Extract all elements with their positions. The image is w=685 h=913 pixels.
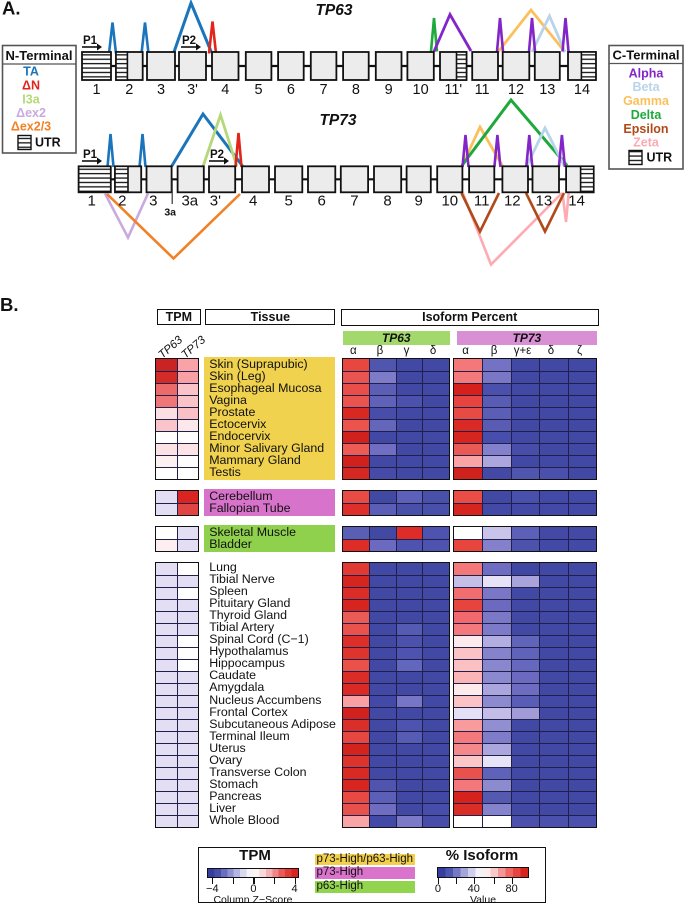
svg-text:1: 1 bbox=[88, 193, 96, 210]
svg-text:7: 7 bbox=[320, 82, 328, 98]
svg-text:8: 8 bbox=[383, 193, 391, 210]
svg-text:5: 5 bbox=[255, 82, 263, 98]
svg-text:7: 7 bbox=[350, 193, 358, 210]
svg-text:3': 3' bbox=[210, 193, 221, 210]
svg-text:10: 10 bbox=[413, 82, 429, 98]
svg-text:N-Terminal: N-Terminal bbox=[6, 48, 73, 63]
svg-text:Gamma: Gamma bbox=[623, 94, 670, 108]
svg-text:I3a: I3a bbox=[22, 93, 40, 107]
svg-text:1: 1 bbox=[92, 82, 100, 98]
svg-text:2: 2 bbox=[118, 193, 126, 210]
svg-text:2: 2 bbox=[125, 82, 133, 98]
svg-text:5: 5 bbox=[284, 193, 292, 210]
svg-text:A.: A. bbox=[2, 0, 21, 19]
svg-text:P1: P1 bbox=[83, 35, 98, 47]
svg-text:TP73: TP73 bbox=[319, 112, 356, 129]
svg-text:11': 11' bbox=[444, 82, 462, 98]
svg-text:P2: P2 bbox=[210, 149, 224, 161]
svg-text:Zeta: Zeta bbox=[633, 136, 660, 150]
svg-text:14: 14 bbox=[568, 193, 585, 210]
svg-text:Epsilon: Epsilon bbox=[623, 122, 668, 136]
svg-text:12: 12 bbox=[504, 193, 521, 210]
svg-text:3a: 3a bbox=[164, 207, 176, 219]
svg-text:3': 3' bbox=[187, 82, 198, 98]
svg-text:Alpha: Alpha bbox=[629, 67, 665, 81]
svg-text:4: 4 bbox=[221, 82, 229, 98]
svg-text:Beta: Beta bbox=[632, 80, 660, 94]
svg-text:12: 12 bbox=[508, 82, 524, 98]
svg-text:Δex2/3: Δex2/3 bbox=[11, 119, 51, 133]
svg-text:8: 8 bbox=[352, 82, 360, 98]
svg-text:C-Terminal: C-Terminal bbox=[613, 48, 680, 63]
svg-text:TA: TA bbox=[23, 65, 39, 79]
svg-text:3a: 3a bbox=[181, 193, 198, 210]
svg-text:9: 9 bbox=[415, 193, 423, 210]
svg-text:UTR: UTR bbox=[647, 151, 673, 165]
svg-text:3: 3 bbox=[149, 193, 157, 210]
svg-text:P2: P2 bbox=[182, 35, 196, 47]
svg-text:ΔN: ΔN bbox=[22, 79, 40, 93]
svg-text:TP63: TP63 bbox=[315, 2, 352, 19]
svg-text:3: 3 bbox=[157, 82, 165, 98]
svg-text:P1: P1 bbox=[83, 149, 98, 161]
svg-text:6: 6 bbox=[287, 82, 295, 98]
svg-text:6: 6 bbox=[317, 193, 325, 210]
svg-text:13: 13 bbox=[536, 193, 553, 210]
svg-text:Δex2: Δex2 bbox=[16, 106, 46, 120]
svg-text:UTR: UTR bbox=[35, 136, 61, 150]
svg-text:11: 11 bbox=[474, 193, 490, 210]
svg-text:10: 10 bbox=[441, 193, 458, 210]
svg-text:14: 14 bbox=[574, 82, 590, 98]
svg-text:4: 4 bbox=[249, 193, 257, 210]
svg-text:Delta: Delta bbox=[631, 108, 663, 122]
svg-text:9: 9 bbox=[385, 82, 393, 98]
svg-text:13: 13 bbox=[539, 82, 555, 98]
svg-text:11: 11 bbox=[475, 82, 490, 98]
